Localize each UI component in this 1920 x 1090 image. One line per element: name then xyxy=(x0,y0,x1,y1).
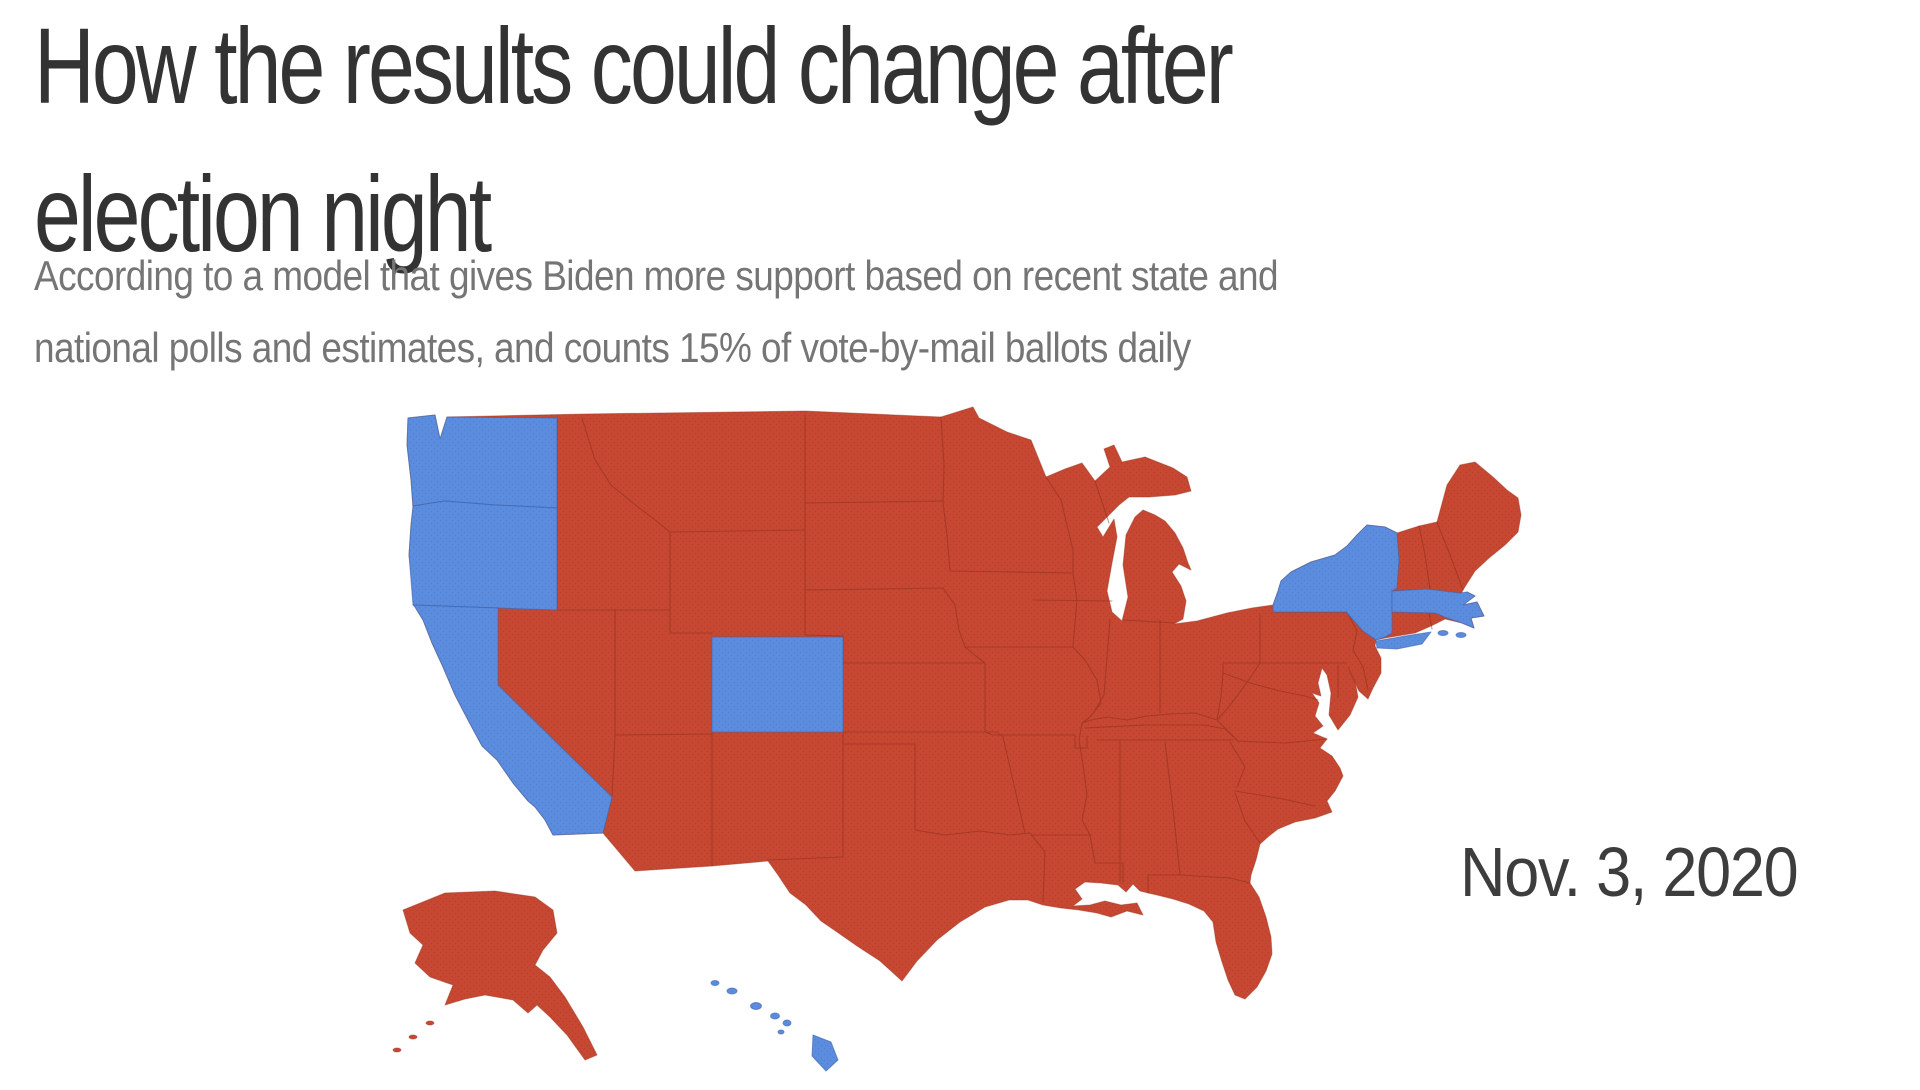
alaska-aleutian-island xyxy=(392,1047,402,1053)
state-washington xyxy=(406,414,558,509)
state-colorado xyxy=(711,636,844,733)
page-title-line1: How the results could change after xyxy=(34,5,1234,126)
state-california xyxy=(412,604,613,836)
page-subtitle-line2: national polls and estimates, and counts… xyxy=(34,324,1191,371)
alaska-aleutian-island xyxy=(425,1020,435,1026)
page-title-line2: election night xyxy=(34,153,492,274)
massachusetts-island xyxy=(1455,632,1467,638)
page-subtitle: According to a model that gives Biden mo… xyxy=(34,240,1706,384)
state-oregon xyxy=(408,500,558,611)
state-new-york-long-island xyxy=(1375,631,1432,650)
us-election-map xyxy=(385,405,1545,1085)
state-massachusetts xyxy=(1391,588,1485,629)
lower48-landmass xyxy=(406,406,1522,1000)
state-borders-west xyxy=(556,414,1091,903)
page-title: How the results could change after elect… xyxy=(34,0,1438,288)
us-map-svg xyxy=(392,406,1522,1072)
state-hawaii xyxy=(710,980,839,1072)
state-borders-east xyxy=(940,416,1464,894)
date-label: Nov. 3, 2020 xyxy=(1460,833,1799,911)
page-subtitle-line1: According to a model that gives Biden mo… xyxy=(34,252,1279,299)
state-alaska xyxy=(402,890,598,1061)
massachusetts-island xyxy=(1437,630,1449,636)
state-new-york xyxy=(1272,524,1400,641)
alaska-aleutian-island xyxy=(408,1034,418,1040)
